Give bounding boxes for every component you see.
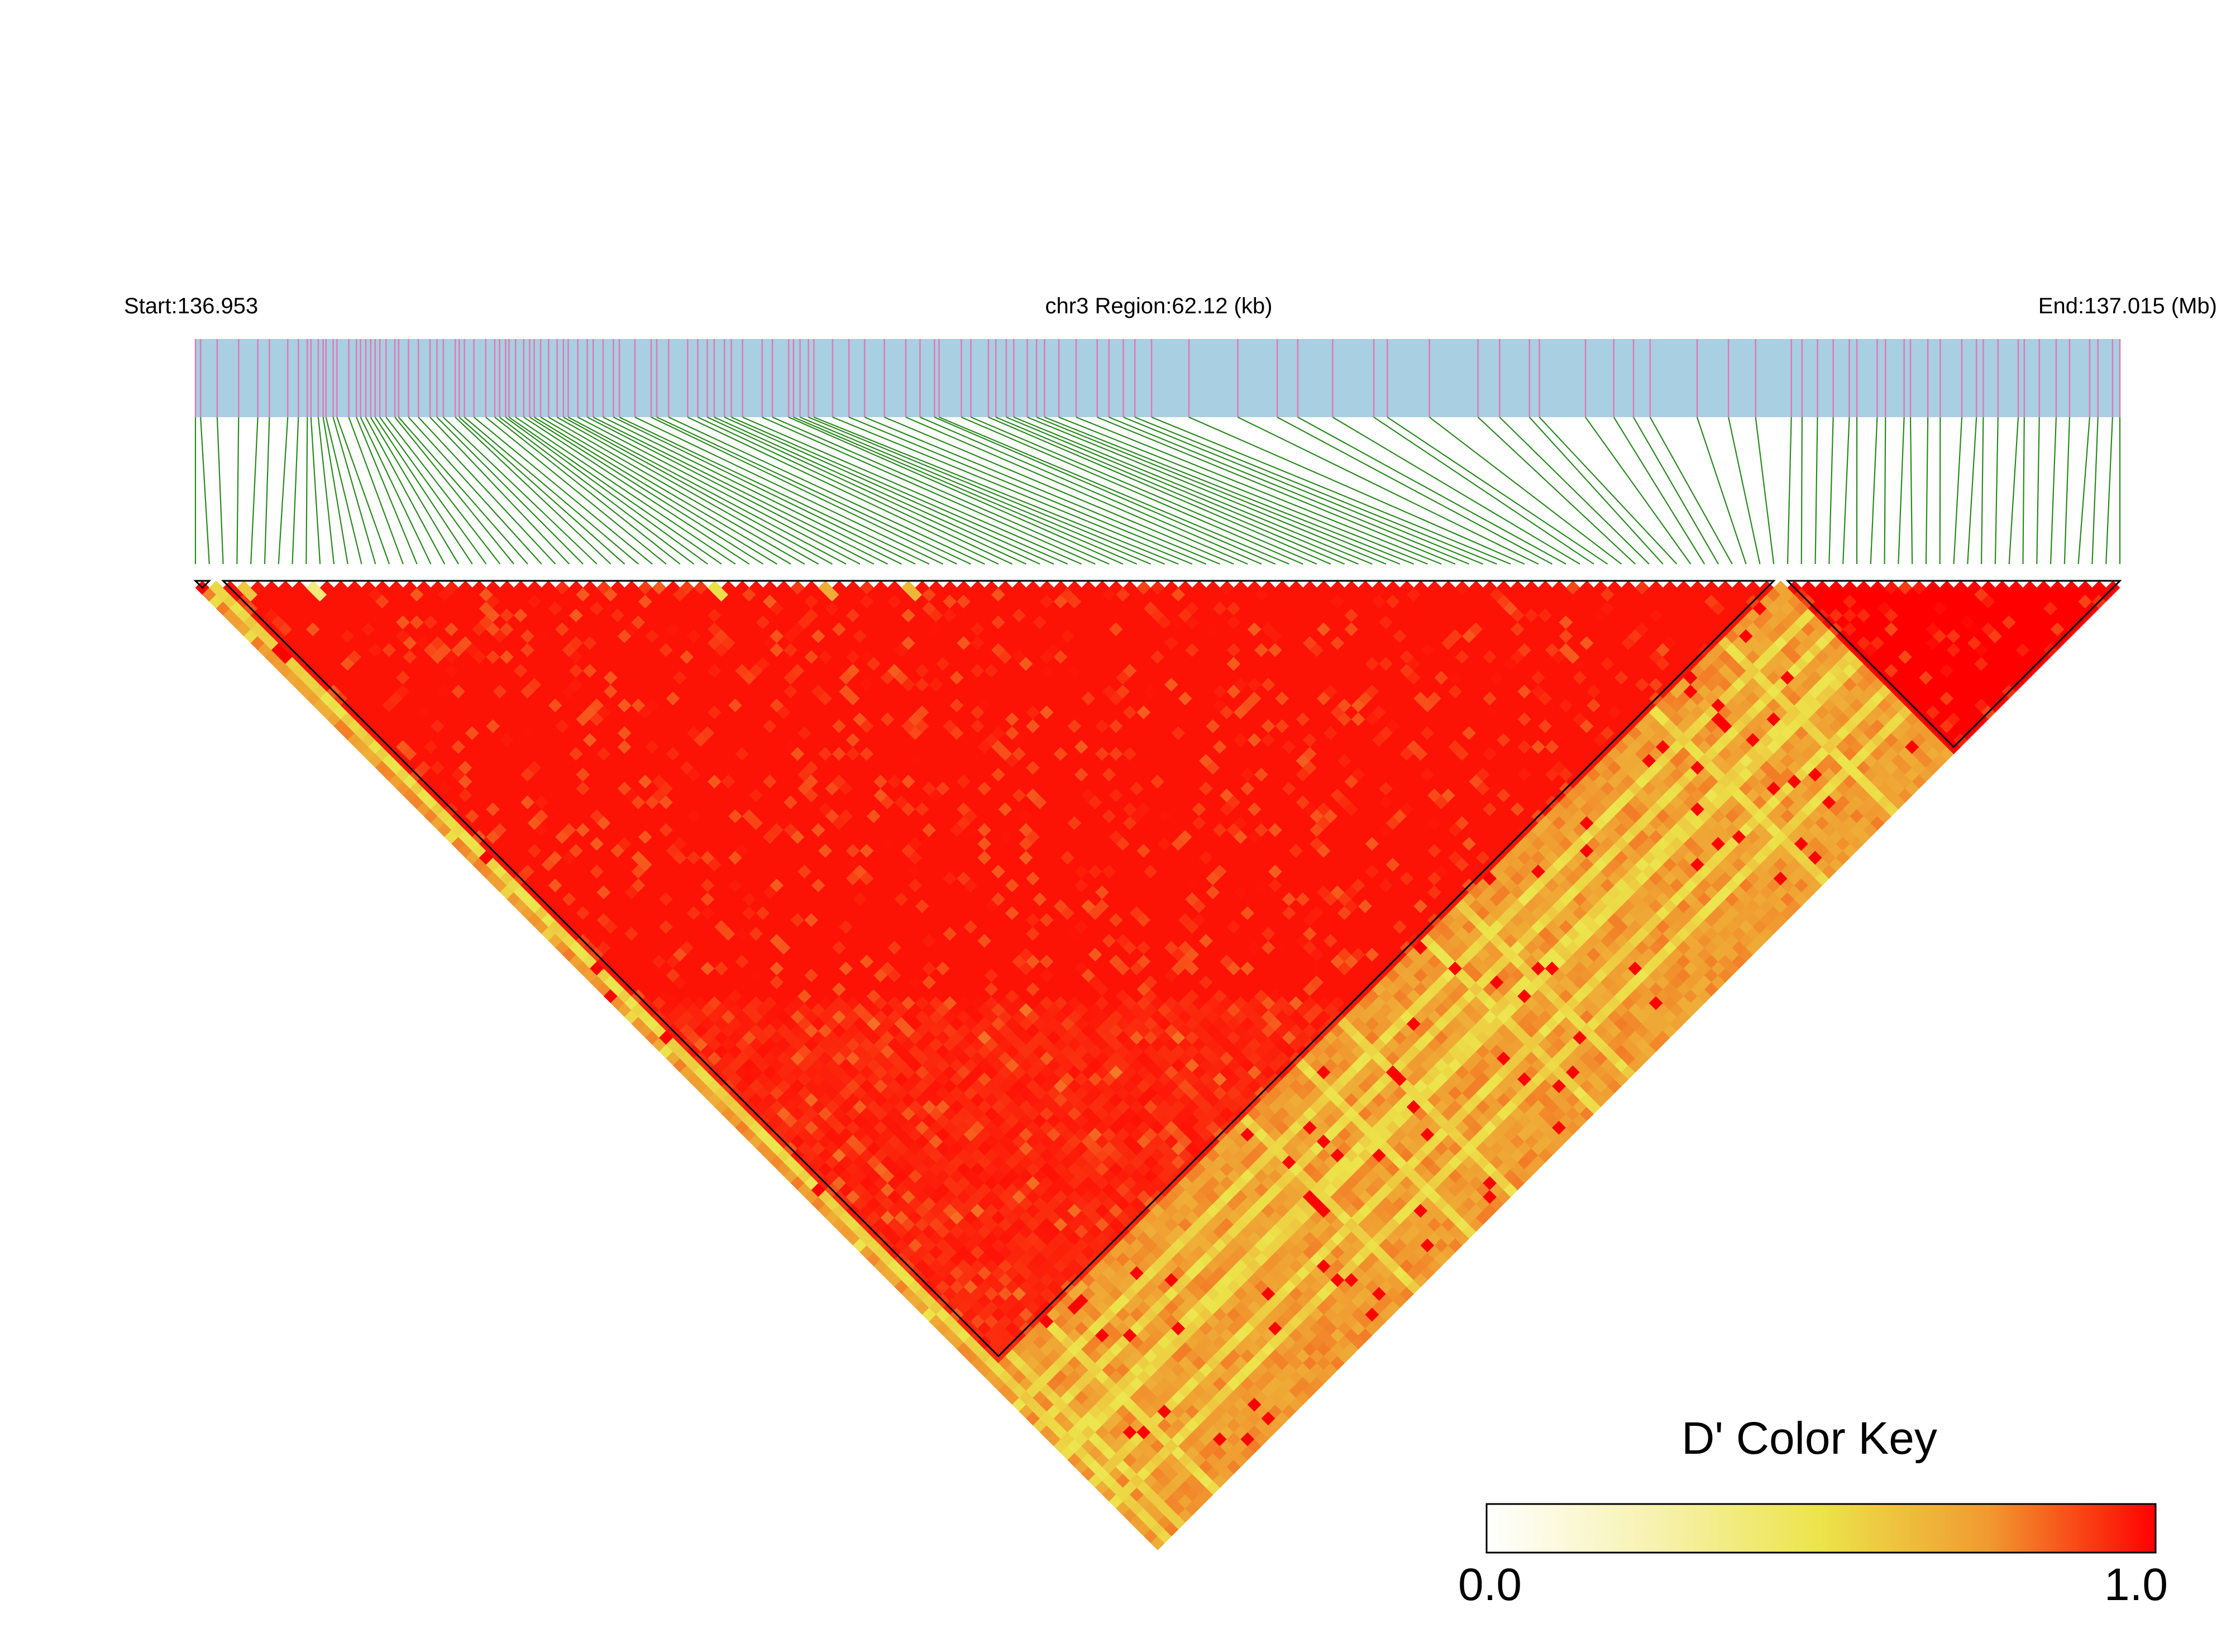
snp-connector [800, 417, 1151, 564]
snp-connector [1135, 417, 1497, 564]
snp-connector [1995, 417, 1998, 564]
snp-connector [333, 417, 376, 564]
ld-heatmap [195, 581, 2120, 1550]
snp-connector [1697, 417, 1746, 564]
snp-connector [293, 417, 299, 564]
snp-connector [395, 417, 514, 564]
snp-connector [311, 417, 320, 564]
snp-connector [1981, 417, 1983, 564]
snp-connector [509, 417, 722, 564]
snp-connector [762, 417, 1096, 564]
end-label: End:137.015 (Mb) [2038, 294, 2217, 318]
snp-connector [529, 417, 763, 564]
snp-connector [1124, 417, 1483, 564]
snp-connector [996, 417, 1344, 564]
snp-connector [371, 417, 458, 564]
snp-connector [2065, 417, 2070, 564]
snp-position-track [195, 339, 2120, 417]
snp-connector [443, 417, 597, 564]
snp-connector [864, 417, 1220, 564]
snp-connector [237, 417, 238, 564]
snp-connector [2092, 417, 2098, 564]
snp-connector [1788, 417, 1792, 564]
snp-connector [217, 417, 223, 564]
snp-connector [1530, 417, 1663, 564]
snp-connector [2079, 417, 2090, 564]
snp-connector [399, 417, 528, 564]
snp-connector [2106, 417, 2113, 564]
snp-connector [988, 417, 1331, 564]
snp-connector [657, 417, 971, 564]
snp-connector [200, 417, 209, 564]
snp-connector [375, 417, 472, 564]
snp-connector [971, 417, 1317, 564]
snp-connector [1898, 417, 1904, 564]
snp-connector [251, 417, 257, 564]
snp-connector [1843, 417, 1849, 564]
snp-connector [1910, 417, 1912, 564]
snp-connector [732, 417, 1068, 564]
snp-connector [1829, 417, 1833, 564]
snp-connector [708, 417, 1026, 564]
snp-connector [356, 417, 417, 564]
snp-connector [2023, 417, 2024, 564]
snp-connector [1728, 417, 1760, 564]
snp-connector [814, 417, 1178, 564]
snp-connector [349, 417, 403, 564]
snp-connector [1044, 417, 1413, 564]
snp-connector [1097, 417, 1455, 564]
snp-connector [437, 417, 583, 564]
snp-connector [1940, 417, 1941, 564]
snp-connector [386, 417, 500, 564]
snp-connectors [195, 417, 2120, 564]
snp-connector [465, 417, 639, 564]
snp-connector [1885, 417, 1886, 564]
snp-connector [635, 417, 943, 564]
snp-connector [1871, 417, 1878, 564]
snp-connector [265, 417, 269, 564]
snp-connector [1816, 417, 1818, 564]
snp-connector [587, 417, 874, 564]
snp-connector [337, 417, 389, 564]
snp-connector [578, 417, 860, 564]
snp-connector [1967, 417, 1976, 564]
snp-connector [1633, 417, 1718, 564]
snp-connector [279, 417, 288, 564]
snp-connector [1756, 417, 1774, 564]
snp-connector [306, 417, 307, 564]
snp-connector [2037, 417, 2039, 564]
snp-connector [1926, 417, 1928, 564]
region-label: chr3 Region:62.12 (kb) [1045, 294, 1273, 318]
snp-connector [1954, 417, 1962, 564]
snp-connector [486, 417, 666, 564]
snp-connector [849, 417, 1206, 564]
track-background [195, 339, 2120, 417]
snp-connector [1585, 417, 1690, 564]
snp-connector [2051, 417, 2056, 564]
snp-connector [1478, 417, 1636, 564]
snp-connector [2009, 417, 2018, 564]
start-label: Start:136.953 [124, 294, 258, 318]
